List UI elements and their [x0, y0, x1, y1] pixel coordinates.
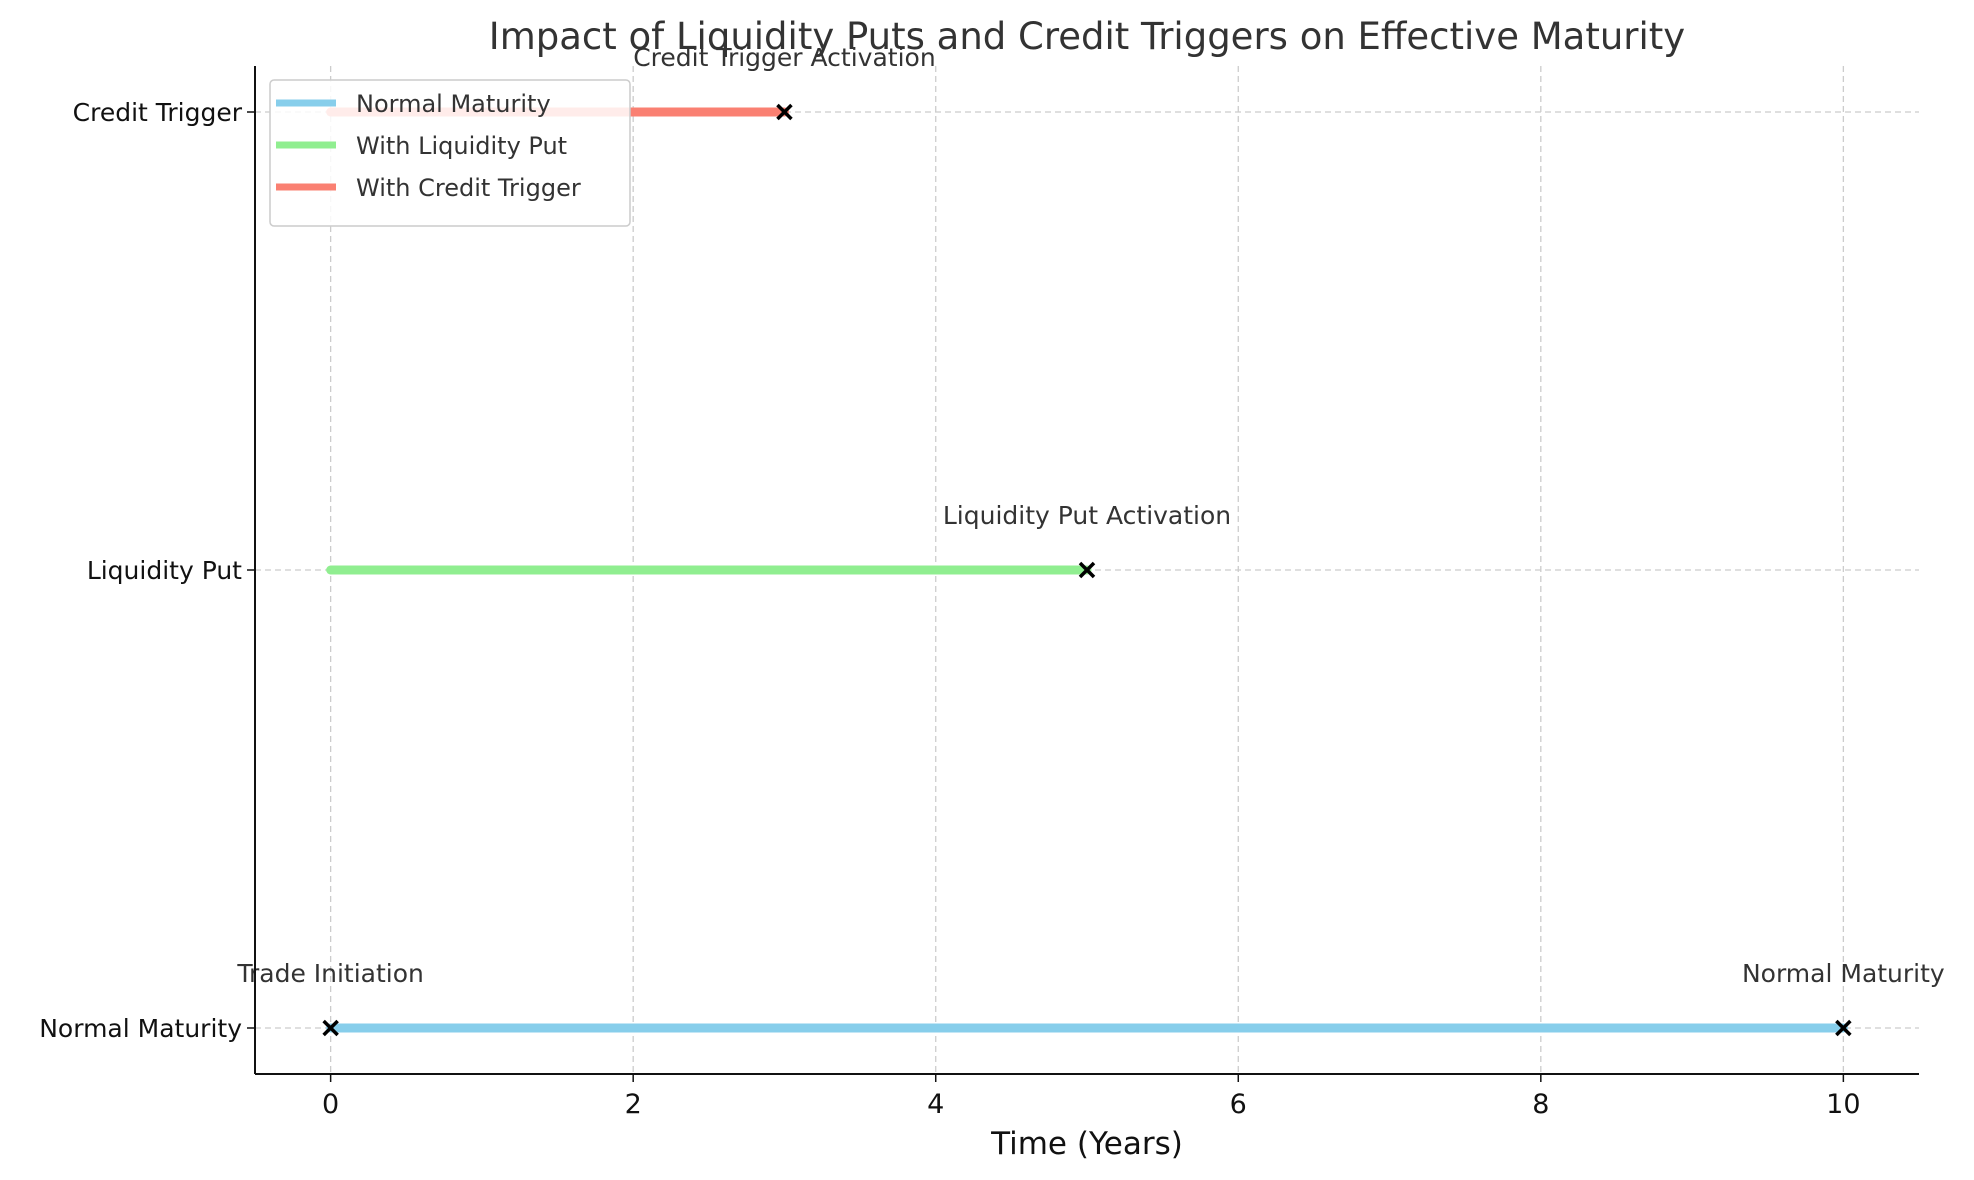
legend-entry: With Liquidity Put: [356, 132, 567, 160]
annotation-label: Liquidity Put Activation: [943, 501, 1231, 530]
annotations: Trade Initiation Normal Maturity Liquidity…: [236, 43, 1945, 988]
x-marker-stroke: [1835, 1019, 1852, 1037]
legend-box: [269, 79, 631, 227]
y-axis-ticks: Normal Maturity Liquidity Put Credit Trigg…: [39, 98, 255, 1043]
annotation-label: Normal Maturity: [1742, 959, 1945, 988]
y-tick-label: Liquidity Put: [87, 556, 242, 585]
legend-entry: Normal Maturity: [356, 90, 551, 118]
x-marker-stroke: [322, 1019, 339, 1037]
x-tick-label: 0: [322, 1089, 339, 1120]
chart-title: Impact of Liquidity Puts and Credit Trig…: [489, 15, 1685, 58]
x-axis-label: Time (Years): [990, 1126, 1183, 1162]
legend: Normal Maturity With Liquidity Put With Cr…: [269, 79, 631, 227]
x-tick-label: 8: [1532, 1089, 1549, 1120]
x-marker: [322, 1019, 339, 1037]
annotation-label: Credit Trigger Activation: [633, 43, 935, 72]
annotation-label: Trade Initiation: [236, 959, 424, 988]
y-tick-label: Normal Maturity: [39, 1014, 242, 1043]
x-marker-stroke: [1078, 561, 1096, 579]
x-tick-label: 10: [1826, 1089, 1860, 1120]
x-axis-ticks: 0 2 4 6 8 10: [322, 1074, 1861, 1120]
end-markers: [322, 103, 1852, 1037]
x-tick-label: 2: [625, 1089, 642, 1120]
y-tick-label: Credit Trigger: [73, 98, 243, 127]
legend-entry: With Credit Trigger: [356, 174, 581, 202]
x-marker: [776, 103, 793, 121]
x-marker-stroke: [776, 103, 793, 121]
x-tick-label: 6: [1230, 1089, 1247, 1120]
x-tick-label: 4: [927, 1089, 944, 1120]
x-marker: [1078, 561, 1096, 579]
x-marker: [1835, 1019, 1852, 1037]
